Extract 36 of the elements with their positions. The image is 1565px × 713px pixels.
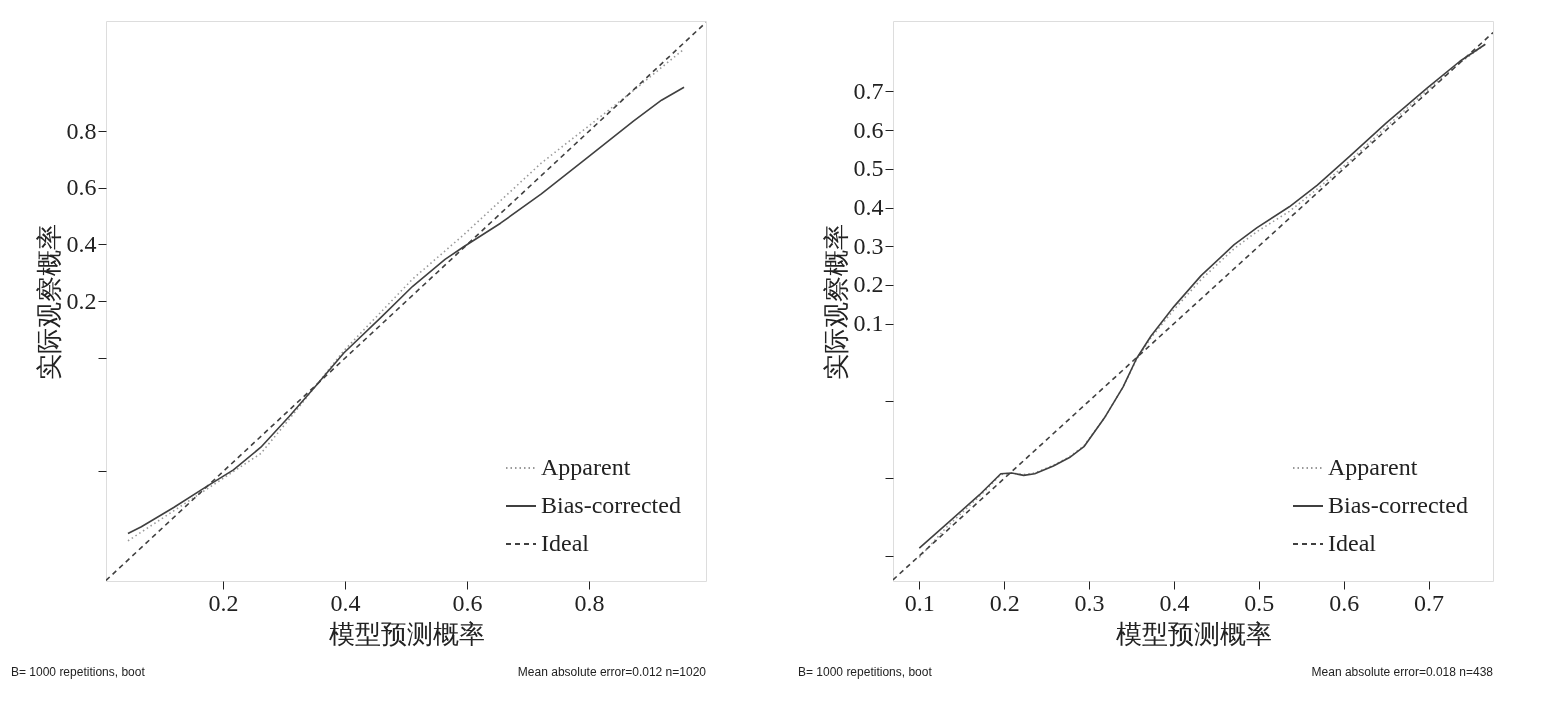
y-tick-label: 0.8 [66, 117, 97, 144]
y-tick-label: 0.3 [853, 232, 884, 259]
y-tick-label: 0.5 [853, 155, 884, 182]
x-axis-title: 模型预测概率 [328, 619, 485, 649]
y-tick-label: 0.2 [66, 287, 97, 314]
legend-label: Apparent [1328, 454, 1418, 480]
y-tick-label: 0.4 [853, 194, 884, 221]
x-tick-label: 0.3 [1074, 589, 1105, 616]
x-tick-label: 0.7 [1414, 589, 1444, 616]
x-axis-title: 模型预测概率 [1115, 619, 1272, 649]
y-tick-label: 0.6 [66, 174, 97, 201]
y-axis-title: 实际观察概率 [821, 223, 851, 380]
x-tick-label: 0.2 [989, 589, 1020, 616]
y-axis-title: 实际观察概率 [34, 223, 64, 380]
x-tick-label: 0.6 [1329, 589, 1360, 616]
y-tick-label: 0.6 [853, 116, 884, 143]
x-tick-label: 0.1 [904, 589, 935, 616]
legend-label: Ideal [541, 530, 590, 556]
y-tick-label: 0.4 [66, 230, 97, 257]
x-tick-label: 0.8 [574, 589, 605, 616]
text: B= 1000 repetitions, boot [798, 665, 933, 679]
legend-label: Ideal [1328, 530, 1377, 556]
text: B= 1000 repetitions, boot [11, 665, 146, 679]
x-tick-label: 0.6 [452, 589, 483, 616]
y-tick-label: 0.2 [853, 271, 884, 298]
x-tick-label: 0.2 [208, 589, 239, 616]
y-tick-label: 0.1 [853, 310, 884, 337]
x-tick-label: 0.5 [1244, 589, 1275, 616]
text: Mean absolute error=0.012 n=1020 [517, 665, 707, 679]
x-tick-label: 0.4 [1159, 589, 1190, 616]
text: Mean absolute error=0.018 n=438 [1311, 665, 1494, 679]
legend-label: Bias-corrected [541, 492, 681, 518]
legend-label: Bias-corrected [1328, 492, 1468, 518]
legend-label: Apparent [541, 454, 631, 480]
y-tick-label: 0.7 [853, 77, 884, 104]
x-tick-label: 0.4 [330, 589, 361, 616]
